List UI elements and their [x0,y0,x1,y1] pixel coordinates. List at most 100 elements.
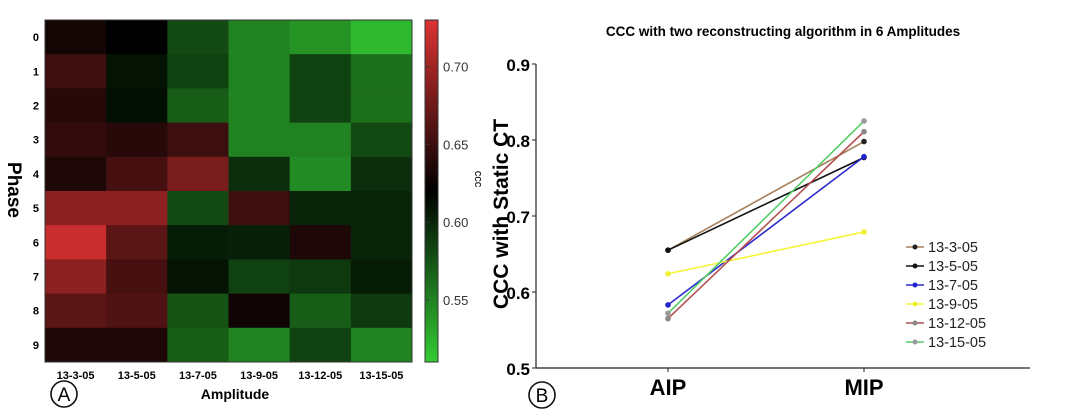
heatmap-cell [167,191,229,226]
heatmap-cell [228,54,291,89]
colorbar-tick-label: 0.55 [443,293,468,308]
heatmap-cell [228,122,291,158]
heatmap-row-label: 0 [33,32,39,44]
heatmap-x-label: Amplitude [201,386,270,402]
data-point [861,229,867,235]
heatmap-cell [228,20,291,55]
heatmap-cell [350,122,413,158]
colorbar-ticks: 0.70 0.65 0.60 0.55 [426,60,468,308]
legend-label: 13-7-05 [928,278,978,294]
legend-marker [912,339,918,345]
y-tick-label: 0.5 [506,360,530,379]
data-point [665,315,671,322]
legend-item: 13-5-05 [906,259,978,275]
series-13-7-05 [665,153,867,308]
heatmap-cell [106,259,168,295]
heatmap-cell [289,20,352,55]
heatmap-cell [350,156,413,192]
heatmap-cell [106,122,168,158]
heatmap-cell [350,54,413,89]
line-chart: 0.5 0.6 0.7 0.8 0.9 AIP MIP 13-3-05 13-5-05 13-7-… [506,56,1030,400]
heatmap-column-label: 13-15-05 [359,370,403,382]
series-line [667,231,865,275]
data-point [861,128,867,135]
heatmap-cell [45,259,107,295]
legend-marker [912,282,918,288]
panel-label-a-text: A [58,385,71,406]
data-point [861,138,867,145]
series-line [667,120,865,314]
heatmap-panel: 0 1 2 3 4 5 6 7 8 9 13-3-05 13-5-05 13-7-05 13-9-05 13… [33,19,413,382]
colorbar-tick-label: 0.65 [443,137,468,152]
line-chart-y-label: CCC with Static CT [490,119,513,309]
heatmap-cell [350,88,413,124]
legend-marker [912,301,918,307]
colorbar-tick-label: 0.60 [443,215,468,230]
series-13-9-05 [665,229,867,277]
heatmap-cell [350,327,413,363]
data-point [665,270,671,277]
heatmap-cell [106,191,168,226]
heatmap-cell [228,156,291,192]
heatmap-cell [167,293,229,329]
data-point [861,118,867,124]
colorbar-tick-label: 0.70 [443,60,468,75]
heatmap-cell [167,156,229,192]
heatmap-cell [167,54,229,89]
heatmap-cell [167,225,229,260]
heatmap-cell [228,259,291,295]
heatmap-cell [167,327,229,363]
legend-item: 13-3-05 [906,240,978,256]
heatmap-cell [350,225,413,260]
heatmap-column-label: 13-12-05 [298,370,342,382]
x-tick-label: MIP [844,375,883,400]
y-tick-label: 0.8 [506,132,530,151]
heatmap-row-label: 1 [33,66,39,78]
heatmap-cell [45,122,107,158]
heatmap-cell [289,225,352,260]
data-point [861,153,867,160]
heatmap-cell [289,327,352,363]
heatmap-row-label: 3 [33,135,39,147]
legend-marker [912,320,918,326]
colorbar [424,19,439,363]
heatmap-column-label: 13-5-05 [118,370,156,382]
data-point [665,302,671,308]
heatmap-cell [106,20,168,55]
heatmap-column-label: 13-3-05 [57,370,95,382]
heatmap-cell [350,20,413,55]
heatmap-cell [289,88,352,124]
heatmap-cell [350,293,413,329]
heatmap-row-label: 9 [33,340,39,352]
heatmap-cell [45,156,107,192]
heatmap-cell [228,191,291,226]
heatmap-cell [167,20,229,55]
panel-label-b: B [528,381,556,409]
legend-label: 13-5-05 [928,259,978,275]
data-point [665,310,671,317]
heatmap-cell [106,225,168,260]
heatmap-row-label: 6 [33,237,39,249]
legend-item: 13-7-05 [906,278,978,294]
series-13-15-05 [665,118,867,317]
legend-label: 13-12-05 [928,316,986,332]
heatmap-cell [45,293,107,329]
heatmap-cell [289,54,352,89]
legend-item: 13-15-05 [906,335,986,351]
legend-item: 13-9-05 [906,297,978,313]
legend-marker [912,244,918,250]
heatmap-row-label: 2 [33,101,39,113]
series-line [667,131,865,320]
heatmap-cell [228,225,291,260]
heatmap-border [44,19,413,363]
heatmap-cell [45,54,107,89]
heatmap-cell [228,88,291,124]
heatmap-cell [106,88,168,124]
heatmap-cell [167,88,229,124]
heatmap-cell [167,122,229,158]
heatmap-row-label: 4 [33,169,40,181]
heatmap-cell [228,327,291,363]
heatmap-column-label: 13-9-05 [240,370,278,382]
legend-label: 13-3-05 [928,240,978,256]
